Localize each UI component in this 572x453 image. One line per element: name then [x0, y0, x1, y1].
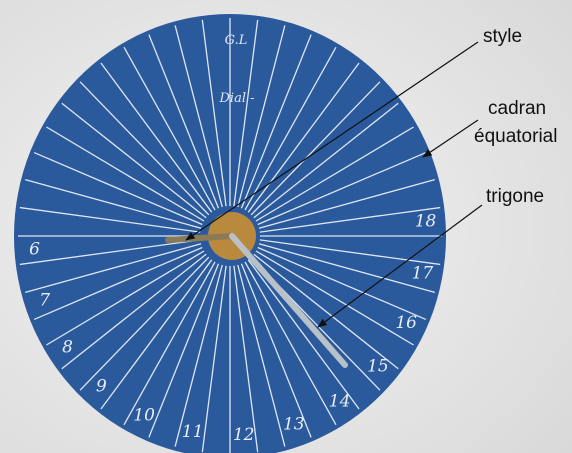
hour-number: 10	[133, 405, 155, 425]
cadran-label: équatorial	[474, 126, 557, 147]
hour-number: 8	[62, 337, 73, 357]
dial-initials: G.L	[225, 33, 248, 48]
hour-number: 13	[283, 415, 305, 435]
cadran-label: cadran	[488, 98, 546, 119]
hour-number: 11	[182, 422, 204, 442]
trigone-label: trigone	[486, 186, 544, 207]
hour-number: 12	[233, 425, 255, 445]
style-rod	[168, 236, 232, 240]
hour-number: 6	[29, 239, 40, 259]
style-label: style	[483, 26, 522, 47]
hour-number: 15	[367, 357, 389, 377]
photo: 6789101112131415161718 G.L Dial - style …	[0, 0, 572, 453]
hour-number: 17	[412, 264, 434, 284]
hour-number: 16	[395, 313, 417, 333]
hour-number: 9	[96, 376, 107, 396]
hour-number: 14	[329, 391, 351, 411]
hour-number: 7	[39, 291, 50, 311]
dial-inscription: Dial -	[218, 91, 254, 106]
hour-number: 18	[415, 212, 437, 232]
